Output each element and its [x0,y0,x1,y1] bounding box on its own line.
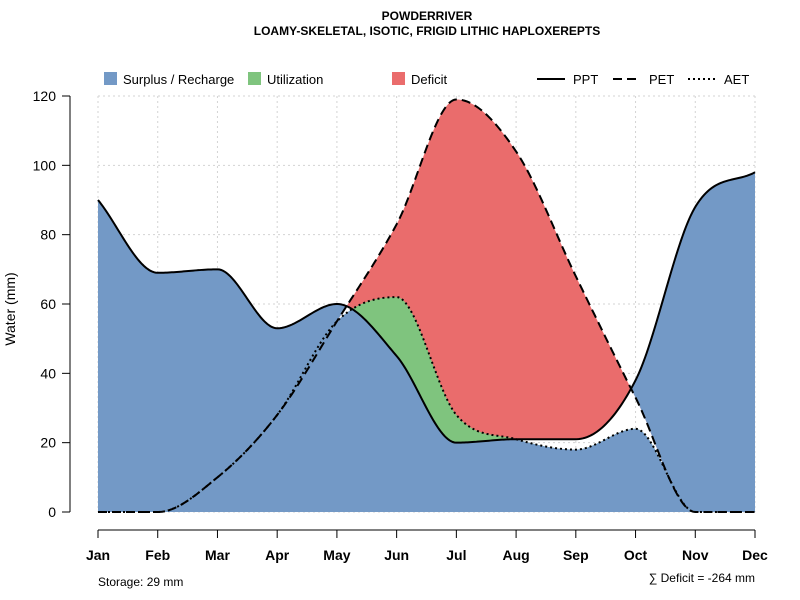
storage-note: Storage: 29 mm [98,575,183,589]
legend-label: PET [649,72,674,87]
legend-label: PPT [573,72,598,87]
y-axis-label: Water (mm) [2,272,18,345]
x-tick-label: Nov [682,547,709,563]
chart-title: POWDERRIVER [382,9,473,23]
legend-label: Surplus / Recharge [123,72,234,87]
area-layer [98,99,755,512]
x-tick-label: Jun [384,547,409,563]
x-tick-label: Mar [205,547,230,563]
x-tick-label: May [323,547,350,563]
chart-subtitle: LOAMY-SKELETAL, ISOTIC, FRIGID LITHIC HA… [254,24,600,38]
x-tick-label: Jul [446,547,466,563]
storage-area [98,309,755,512]
y-tick-label: 0 [48,504,56,520]
x-tick-label: Aug [502,547,529,563]
legend-swatch [248,72,261,85]
x-tick-label: Apr [265,547,290,563]
y-tick-label: 80 [40,227,56,243]
y-tick-label: 20 [40,435,56,451]
x-tick-label: Sep [563,547,589,563]
series-line-ppt [97,171,756,444]
y-tick-label: 100 [33,157,57,173]
deficit-note: ∑ Deficit = -264 mm [649,571,755,585]
line-layer [97,98,756,513]
x-tick-label: Feb [145,547,170,563]
x-tick-label: Jan [86,547,110,563]
y-tick-label: 40 [40,365,56,381]
x-tick-label: Oct [624,547,648,563]
legend: Surplus / Recharge Utilization Deficit PPT P… [104,72,749,87]
series-line-pet [98,98,755,513]
legend-label: Deficit [411,72,448,87]
series-line-aet [98,296,755,513]
legend-label: Utilization [267,72,323,87]
legend-label: AET [724,72,749,87]
y-tick-label: 120 [33,88,57,104]
x-tick-label: Dec [742,547,768,563]
legend-swatch [392,72,405,85]
y-tick-label: 60 [40,296,56,312]
axes: 0 20 40 60 80 100 120 Jan Feb Mar Apr May Jun Jul Aug S… [33,88,768,563]
surplus-area [98,99,755,512]
legend-swatch [104,72,117,85]
